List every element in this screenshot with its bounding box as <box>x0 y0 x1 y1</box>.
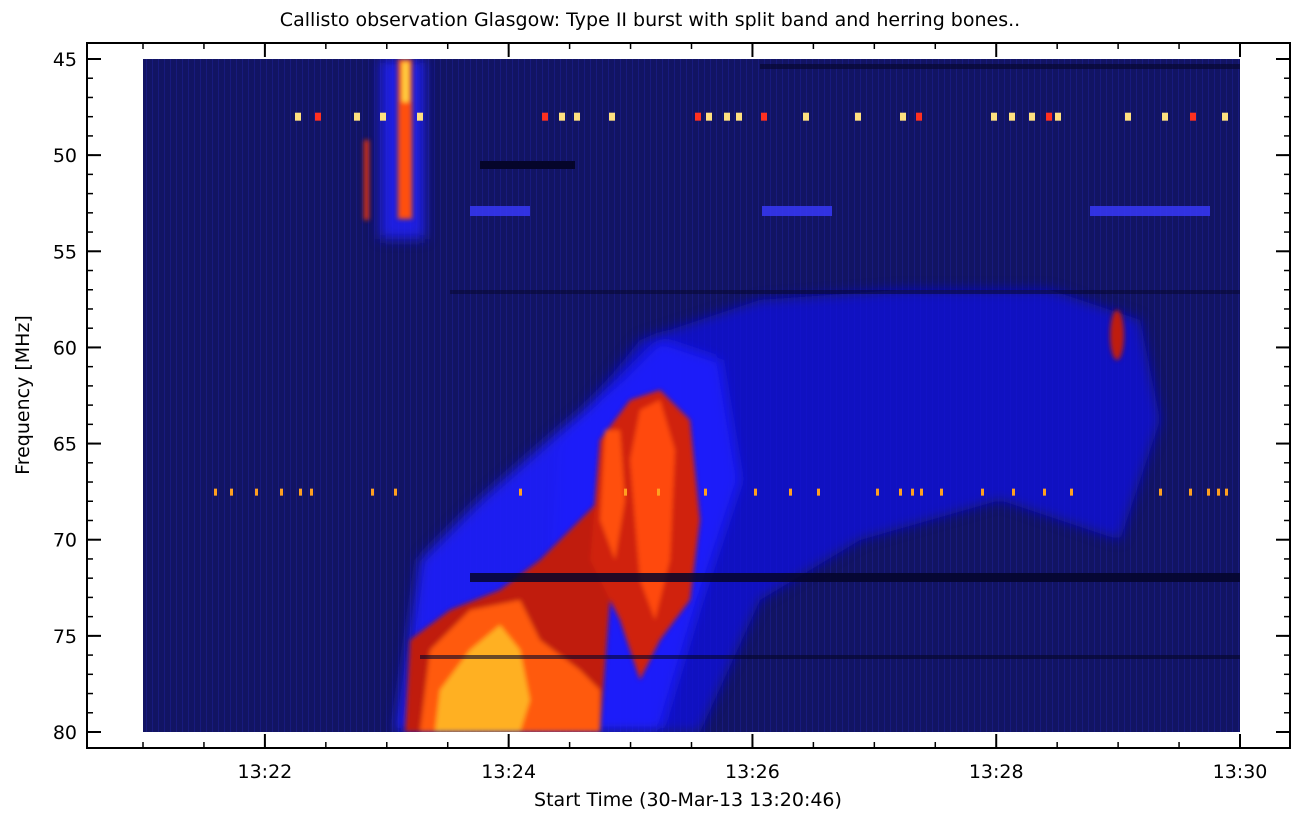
interference-dot <box>255 488 258 496</box>
interference-dot <box>230 488 233 496</box>
interference-dot <box>761 112 767 121</box>
interference-band-53 <box>470 206 530 216</box>
lower-band-yellow <box>435 625 530 732</box>
upper-band-orange <box>630 400 675 620</box>
interference-dot <box>981 488 984 496</box>
interference-dot <box>920 488 923 496</box>
interference-dot <box>1012 488 1015 496</box>
interference-dot <box>574 112 580 121</box>
mid-band-orange <box>600 430 625 560</box>
interference-dot <box>1009 112 1015 121</box>
interference-dot <box>380 112 386 121</box>
interference-dot <box>1029 112 1035 121</box>
interference-dots-48mhz <box>295 112 1228 121</box>
interference-dot <box>559 112 565 121</box>
interference-dot <box>706 112 712 121</box>
emission-core <box>364 59 1124 732</box>
type-iii-hot <box>402 62 409 102</box>
interference-dot <box>315 112 321 121</box>
y-tick-label: 50 <box>53 145 77 167</box>
x-axis-ticks: 13:22 13:24 13:26 13:28 13:30 <box>142 43 1268 783</box>
interference-dot <box>803 112 809 121</box>
interference-dot <box>855 112 861 121</box>
interference-dot <box>1207 488 1210 496</box>
chart-title: Callisto observation Glasgow: Type II bu… <box>280 9 1020 31</box>
y-tick-label: 75 <box>53 626 77 648</box>
interference-band-50 <box>480 161 575 169</box>
interference-dot <box>1043 488 1046 496</box>
x-tick-label: 13:30 <box>1213 761 1268 783</box>
interference-dot <box>1046 112 1052 121</box>
interference-dot <box>624 488 627 496</box>
y-tick-label: 65 <box>53 434 77 456</box>
interference-dot <box>1070 488 1073 496</box>
y-axis-ticks: 45 50 55 60 65 70 75 80 <box>53 49 1290 744</box>
interference-dot <box>295 112 301 121</box>
interference-dot <box>940 488 943 496</box>
interference-dot <box>417 112 423 121</box>
interference-dot <box>542 112 548 121</box>
interference-dot <box>695 112 701 121</box>
interference-dot <box>354 112 360 121</box>
interference-dot <box>280 488 283 496</box>
interference-dot <box>1189 488 1192 496</box>
interference-dot <box>991 112 997 121</box>
spectrogram-image <box>143 59 1240 732</box>
x-axis-label: Start Time (30-Mar-13 13:20:46) <box>534 789 842 811</box>
interference-dot <box>916 112 922 121</box>
interference-dot <box>724 112 730 121</box>
axes-frame <box>86 42 1291 749</box>
interference-dot <box>1125 112 1131 121</box>
interference-band-53c <box>1090 206 1210 216</box>
y-tick-label: 45 <box>53 49 77 71</box>
interference-dot <box>371 488 374 496</box>
x-tick-label: 13:28 <box>969 761 1024 783</box>
interference-dot <box>1162 112 1168 121</box>
interference-dot <box>609 112 615 121</box>
interference-dot <box>899 488 902 496</box>
interference-dot <box>754 488 757 496</box>
interference-dot <box>1217 488 1220 496</box>
late-burst <box>1110 310 1124 360</box>
interference-dot <box>214 488 217 496</box>
interference-dot <box>1055 112 1061 121</box>
interference-dot <box>394 488 397 496</box>
interference-band-46 <box>760 64 1240 69</box>
interference-dot <box>876 488 879 496</box>
interference-band-57 <box>450 290 1240 294</box>
x-tick-label: 13:24 <box>481 761 536 783</box>
interference-dot <box>704 488 707 496</box>
interference-dot <box>789 488 792 496</box>
x-tick-label: 13:22 <box>238 761 293 783</box>
interference-dot <box>1159 488 1162 496</box>
interference-band-72 <box>470 573 1240 582</box>
interference-dot <box>299 488 302 496</box>
interference-dot <box>900 112 906 121</box>
interference-dot <box>310 488 313 496</box>
interference-dot <box>1222 112 1228 121</box>
interference-dot <box>1190 112 1196 121</box>
interference-dot <box>817 488 820 496</box>
interference-band-53b <box>762 206 832 216</box>
y-axis-label: Frequency [MHz] <box>12 315 34 475</box>
interference-dot <box>519 488 522 496</box>
interference-dots-68mhz <box>214 488 1228 496</box>
interference-dot <box>657 488 660 496</box>
y-tick-label: 70 <box>53 530 77 552</box>
interference-dot <box>736 112 742 121</box>
interference-band-76 <box>420 655 1240 659</box>
y-tick-label: 55 <box>53 241 77 263</box>
y-tick-label: 60 <box>53 337 77 359</box>
interference-dot <box>1225 488 1228 496</box>
interference-dot <box>911 488 914 496</box>
y-tick-label: 80 <box>53 722 77 744</box>
type-iii-trail <box>364 140 369 220</box>
x-tick-label: 13:26 <box>725 761 780 783</box>
